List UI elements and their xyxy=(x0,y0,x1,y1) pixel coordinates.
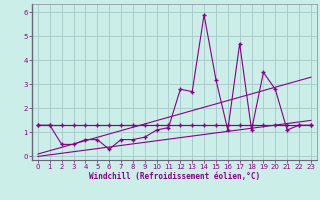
X-axis label: Windchill (Refroidissement éolien,°C): Windchill (Refroidissement éolien,°C) xyxy=(89,172,260,181)
